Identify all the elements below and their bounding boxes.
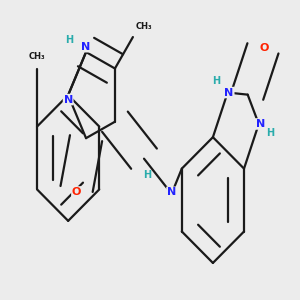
Text: H: H xyxy=(267,128,275,138)
Text: H: H xyxy=(66,35,74,45)
Text: CH₃: CH₃ xyxy=(29,52,45,61)
Text: N: N xyxy=(224,88,234,98)
Text: N: N xyxy=(167,187,176,197)
Text: N: N xyxy=(81,42,91,52)
Text: H: H xyxy=(143,170,151,180)
Text: CH₃: CH₃ xyxy=(136,22,152,31)
Text: N: N xyxy=(64,94,73,105)
Text: N: N xyxy=(256,119,265,129)
Text: H: H xyxy=(212,76,220,86)
Text: O: O xyxy=(72,187,81,197)
Text: O: O xyxy=(260,44,269,53)
